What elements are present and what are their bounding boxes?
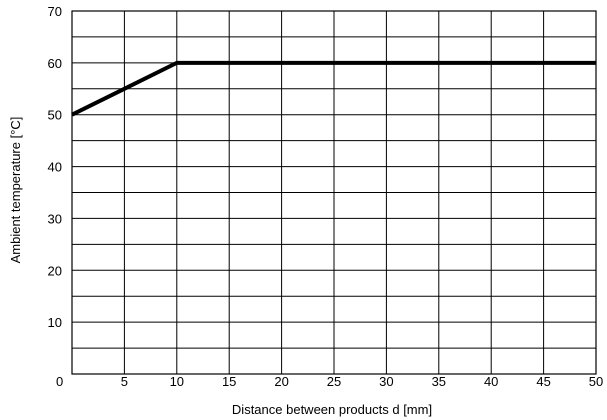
- x-tick-label: 0: [56, 374, 63, 389]
- x-tick-label: 40: [484, 374, 498, 389]
- y-tick-label: 40: [48, 160, 62, 175]
- x-tick-labels: 0 5 10 15 20 25 30 35 40 45 50: [56, 374, 603, 389]
- x-tick-label: 10: [170, 374, 184, 389]
- y-tick-label: 50: [48, 108, 62, 123]
- y-tick-label: 30: [48, 211, 62, 226]
- x-tick-label: 5: [121, 374, 128, 389]
- x-tick-label: 50: [589, 374, 603, 389]
- plot-frame: [71, 10, 597, 375]
- x-axis-label: Distance between products d [mm]: [232, 402, 432, 417]
- y-tick-label: 60: [48, 56, 62, 71]
- x-tick-label: 20: [274, 374, 288, 389]
- grid: [71, 10, 597, 375]
- x-tick-label: 25: [327, 374, 341, 389]
- x-tick-label: 35: [432, 374, 446, 389]
- x-tick-label: 30: [379, 374, 393, 389]
- x-tick-label: 45: [536, 374, 550, 389]
- series-line: [71, 60, 596, 117]
- series-layer: [71, 60, 596, 117]
- x-tick-label: 15: [222, 374, 236, 389]
- y-tick-label: 20: [48, 263, 62, 278]
- y-tick-label: 10: [48, 315, 62, 330]
- y-tick-label: 70: [48, 4, 62, 19]
- y-tick-labels: 10 20 30 40 50 60 70: [48, 4, 62, 330]
- y-axis-label: Ambient temperature [°C]: [8, 117, 23, 264]
- plot-border: [71, 10, 597, 375]
